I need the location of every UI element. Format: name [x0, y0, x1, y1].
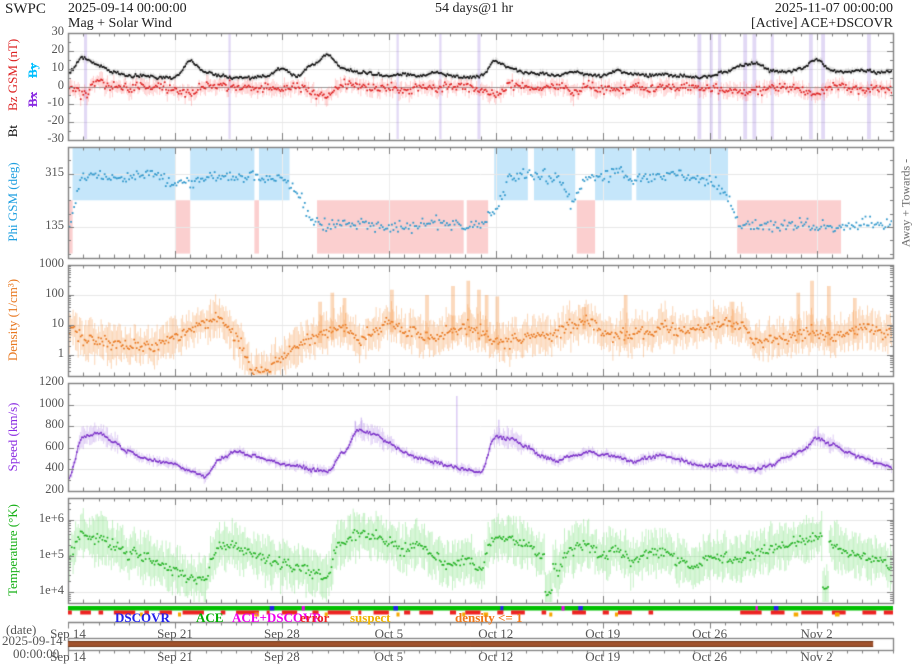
x-tick-label: Oct 5: [374, 626, 404, 641]
x-tick-label: Sep 21: [157, 626, 193, 641]
x-tick-label: Nov 2: [800, 649, 833, 664]
x-tick-label: Sep 28: [264, 626, 300, 641]
y-tick-label: 1e+6: [38, 510, 64, 525]
x-tick-label: Sep 14: [50, 626, 86, 641]
x-tick-label: Oct 12: [478, 649, 514, 664]
plot-subtitle: Mag + Solar Wind: [68, 16, 172, 31]
date-axis-start-date: 2025-09-14: [2, 633, 63, 648]
y-tick-label: 1: [57, 346, 64, 361]
y-tick-label: 800: [45, 417, 64, 432]
x-tick-label: Oct 19: [585, 626, 621, 641]
speed-y-axis-label: Speed (km/s): [5, 402, 20, 472]
temperature-y-axis-label: Temperature (°K): [5, 504, 20, 596]
y-tick-label: 1e+4: [38, 583, 64, 598]
y-tick-label: -20: [47, 113, 64, 128]
y-tick-label: -30: [47, 131, 64, 145]
bt-label: Bt: [5, 124, 20, 138]
y-tick-label: 1000: [39, 395, 64, 410]
date-axis-start-time: 00:00:00: [13, 646, 60, 661]
y-tick-label: 600: [45, 438, 64, 453]
x-tick-label: Nov 2: [800, 626, 833, 641]
away-towards-label: Away + Towards -: [898, 158, 913, 248]
legend-item-error: error: [300, 610, 330, 625]
x-tick-label: Sep 21: [157, 649, 193, 664]
y-tick-label: 0: [57, 77, 64, 92]
start-datetime: 2025-09-14 00:00:00: [68, 1, 187, 16]
y-tick-label: 10: [51, 59, 65, 74]
mag-y-axis-label: Bt Bz GSM (nT): [5, 39, 21, 138]
data-source-label: [Active] ACE+DSCOVR: [750, 16, 893, 31]
x-tick-label: Oct 19: [585, 649, 621, 664]
legend-item-density-1: density <= 1: [455, 610, 523, 625]
y-tick-label: 315: [45, 164, 64, 179]
y-tick-label: 1e+5: [38, 546, 64, 561]
x-tick-label: Sep 28: [264, 649, 300, 664]
phi-y-axis-label: Phi GSM (deg): [5, 162, 20, 242]
legend-item-dscovr: DSCOVR: [115, 610, 170, 625]
cadence-label: 54 days@1 hr: [435, 1, 514, 16]
swpc-logo-text: SWPC: [5, 1, 46, 17]
x-tick-label: Oct 5: [374, 649, 404, 664]
bz-label: Bz GSM (nT): [5, 38, 20, 111]
y-tick-label: 200: [45, 482, 64, 496]
legend-item-ace-dscovr: ACE+DSCOVR: [232, 610, 322, 625]
y-tick-label: 10: [51, 316, 65, 331]
x-tick-label: Oct 12: [478, 626, 514, 641]
y-tick-label: 20: [51, 41, 65, 56]
date-axis-caption: (date): [6, 622, 37, 637]
end-datetime: 2025-11-07 00:00:00: [774, 1, 893, 16]
density-y-axis-label: Density (1/cm³): [5, 278, 20, 362]
x-tick-label: Oct 26: [692, 626, 728, 641]
y-tick-label: 1000: [39, 256, 64, 270]
y-tick-label: 30: [51, 24, 65, 38]
y-tick-label: 1200: [39, 374, 64, 388]
y-tick-label: 135: [45, 217, 64, 232]
legend-item-ace: ACE: [196, 610, 224, 625]
y-tick-label: 400: [45, 460, 64, 475]
y-tick-label: -10: [47, 95, 64, 110]
legend-item-suspect: suspect: [350, 610, 391, 625]
x-tick-label: Sep 14: [50, 649, 86, 664]
y-tick-label: 100: [45, 286, 64, 300]
x-tick-label: Oct 26: [692, 649, 728, 664]
